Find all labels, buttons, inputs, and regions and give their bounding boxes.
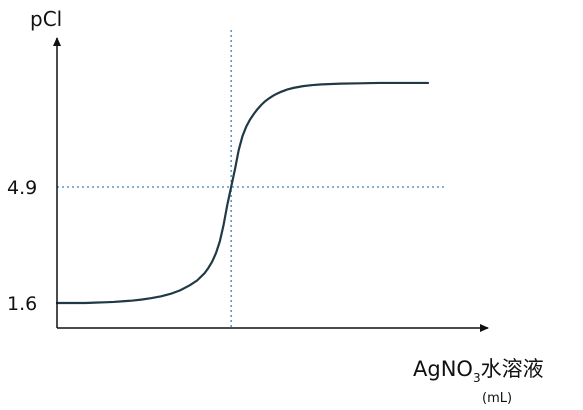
x-axis-label: AgNO3水溶液	[413, 357, 544, 385]
guide-lines	[57, 30, 445, 328]
x-axis-label-suffix: 水溶液	[481, 357, 544, 381]
x-axis-unit: (mL)	[482, 391, 512, 406]
curve-layer	[55, 81, 430, 305]
y-tick-label: 1.6	[7, 293, 37, 315]
x-axis-label-prefix: AgNO	[413, 357, 473, 381]
x-axis-label-subscript: 3	[473, 371, 481, 385]
tick-labels: 1.6 4.9	[7, 177, 37, 315]
y-tick-label: 4.9	[7, 177, 37, 199]
titration-curve	[55, 81, 430, 305]
axes	[53, 37, 489, 332]
y-axis-label: pCl	[30, 7, 62, 31]
